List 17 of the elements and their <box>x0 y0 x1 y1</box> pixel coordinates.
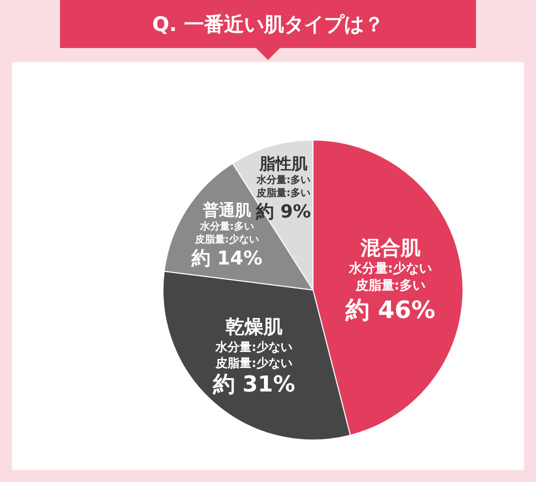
text: 水分量:多い <box>255 174 310 186</box>
text: 水分量:少ない <box>348 262 432 277</box>
chart-title: Q. 一番近い肌タイプは？ <box>60 0 476 48</box>
text: 皮脂量:少ない <box>194 233 259 246</box>
text: 皮脂量:少ない <box>214 356 292 370</box>
data-label: 約 14% <box>190 248 262 270</box>
slice-label: 脂性肌 <box>258 154 308 174</box>
text: 水分量:多い <box>198 220 254 232</box>
text: 皮脂量:多い <box>255 187 310 200</box>
text: 水分量:少ない <box>214 340 292 354</box>
slice-label: 普通肌 <box>202 200 251 220</box>
data-label: 約 9% <box>255 201 311 222</box>
data-label: 約 31% <box>212 372 296 398</box>
slice-label: 混合肌 <box>359 236 420 260</box>
data-label: 約 46% <box>344 296 436 324</box>
slice-label: 乾燥肌 <box>225 316 282 338</box>
text: 皮脂量:多い <box>354 278 426 294</box>
